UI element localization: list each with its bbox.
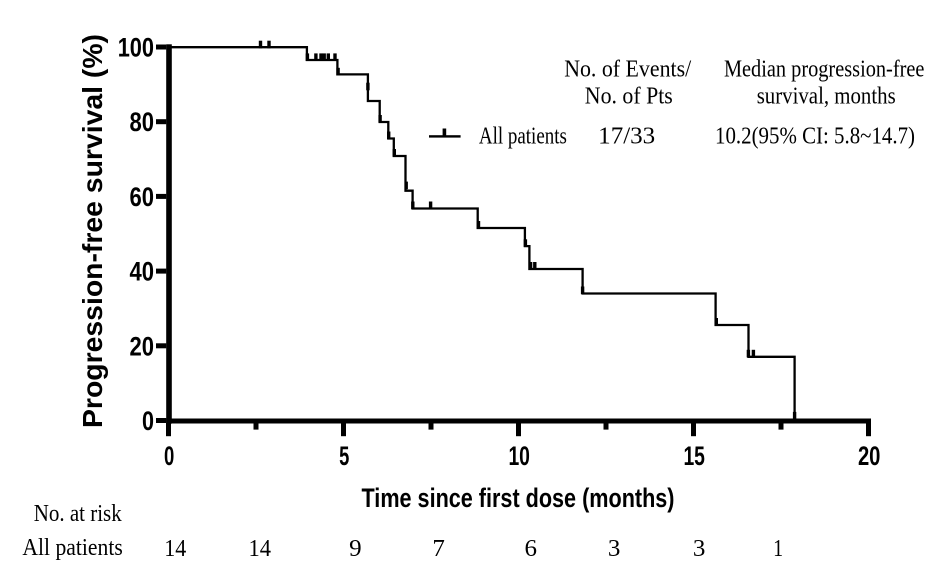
svg-text:5: 5	[339, 441, 349, 471]
svg-text:No. of Events/: No. of Events/	[564, 56, 691, 83]
svg-text:7: 7	[432, 535, 445, 562]
svg-text:0: 0	[142, 406, 154, 436]
svg-text:60: 60	[130, 182, 155, 212]
svg-text:3: 3	[608, 535, 621, 562]
svg-text:10: 10	[508, 441, 530, 471]
svg-text:1: 1	[773, 535, 783, 562]
svg-text:20: 20	[130, 331, 155, 361]
svg-text:6: 6	[525, 535, 538, 562]
svg-text:No. at risk: No. at risk	[34, 500, 123, 527]
svg-text:All patients: All patients	[479, 122, 567, 149]
svg-text:0: 0	[164, 441, 174, 471]
svg-text:10.2(95% CI: 5.8~14.7): 10.2(95% CI: 5.8~14.7)	[715, 122, 915, 149]
svg-text:14: 14	[249, 535, 272, 562]
svg-text:40: 40	[130, 257, 155, 287]
svg-text:9: 9	[349, 535, 362, 562]
svg-text:Progression-free survival (%): Progression-free survival (%)	[77, 34, 108, 428]
svg-text:15: 15	[683, 441, 705, 471]
svg-text:3: 3	[693, 535, 706, 562]
svg-text:14: 14	[164, 535, 186, 562]
svg-text:survival, months: survival, months	[757, 82, 896, 109]
svg-text:Median progression-free: Median progression-free	[724, 56, 925, 83]
svg-text:All patients: All patients	[22, 534, 122, 561]
svg-text:20: 20	[858, 441, 881, 471]
svg-text:100: 100	[118, 33, 154, 63]
svg-text:17/33: 17/33	[598, 122, 655, 149]
svg-text:No. of Pts: No. of Pts	[585, 82, 673, 109]
svg-text:80: 80	[130, 107, 155, 137]
svg-text:Time since first dose (months): Time since first dose (months)	[362, 483, 675, 513]
